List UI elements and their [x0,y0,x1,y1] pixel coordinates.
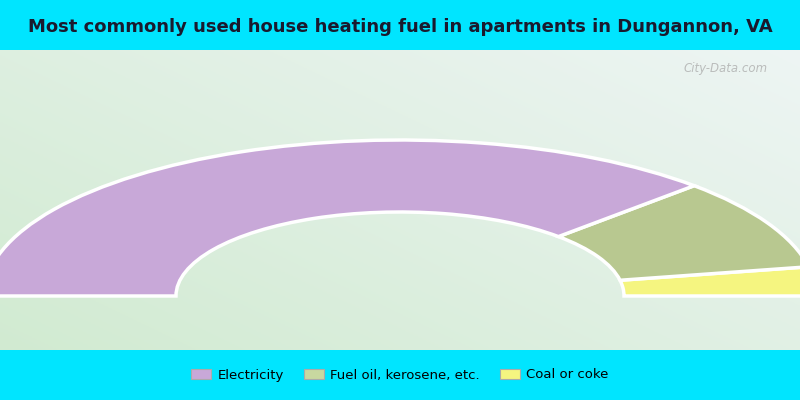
Wedge shape [0,140,694,296]
Text: City-Data.com: City-Data.com [684,62,768,75]
Wedge shape [558,186,800,280]
Wedge shape [620,267,800,296]
Text: Most commonly used house heating fuel in apartments in Dungannon, VA: Most commonly used house heating fuel in… [28,18,772,36]
Legend: Electricity, Fuel oil, kerosene, etc., Coal or coke: Electricity, Fuel oil, kerosene, etc., C… [191,368,609,382]
